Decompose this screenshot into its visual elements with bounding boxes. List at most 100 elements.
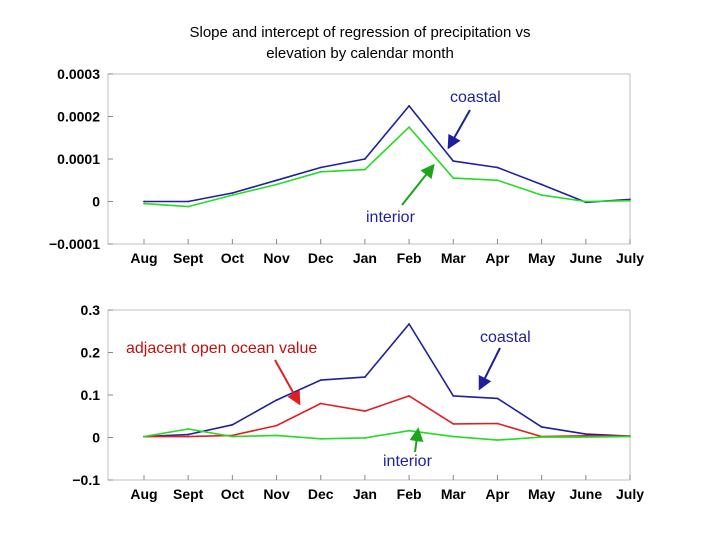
top-series-coastal-point <box>496 166 499 169</box>
top-ytick-label: −0.0001 <box>49 236 100 252</box>
top-xtick-label: May <box>528 250 555 266</box>
bottom-series-interior-point <box>584 436 587 438</box>
bottom-series-interior-point <box>187 428 190 430</box>
bottom-series-interior-point <box>629 435 631 438</box>
bottom-series-adjacent-open-ocean-value-point <box>452 423 455 425</box>
top-xtick-label: Feb <box>397 250 422 266</box>
bottom-series-coastal-point <box>364 376 366 379</box>
bottom-series-interior-point <box>231 435 234 438</box>
bottom-annotation-coastal-label: coastal <box>480 329 531 346</box>
top-xtick-label: Dec <box>308 250 334 266</box>
bottom-series-coastal-line <box>143 323 631 438</box>
chart-title: Slope and intercept of regression of pre… <box>0 22 720 64</box>
top-chart: −0.0001 0 0.0001 0.0002 0.0003 Aug Sept Oct Nov D… <box>49 66 644 266</box>
bottom-series-interior-point <box>275 434 278 437</box>
top-ytick-label: 0.0003 <box>57 66 100 82</box>
bottom-xtick-label: May <box>528 486 555 502</box>
top-series-interior-line <box>143 126 631 208</box>
bottom-series-interior-point <box>452 435 455 438</box>
top-xtick-label: June <box>569 250 602 266</box>
bottom-ytick-label: −0.1 <box>72 472 100 488</box>
bottom-annotation-adjacent-open-ocean-value-label: adjacent open ocean value <box>126 340 317 357</box>
bottom-series-adjacent-open-ocean-value-point <box>187 435 190 438</box>
top-annotation-coastal-arrow <box>447 109 471 150</box>
top-annotation-interior-label: interior <box>366 209 416 226</box>
top-xtick-label: Nov <box>263 250 290 266</box>
bottom-xtick-label: Feb <box>397 486 422 502</box>
bottom-series-coastal-point <box>231 423 234 426</box>
top-xtick-label: Oct <box>221 250 245 266</box>
top-xtick-label: Mar <box>441 250 466 266</box>
bottom-series-coastal-point <box>319 379 322 382</box>
bottom-series-adjacent-open-ocean-value-point <box>408 394 410 397</box>
bottom-xtick-label: Sept <box>173 486 204 502</box>
bottom-xtick-label: Oct <box>221 486 245 502</box>
top-xtick-label: Sept <box>173 250 204 266</box>
bottom-xtick-label: July <box>616 486 644 502</box>
top-series-interior-point <box>143 202 145 205</box>
bottom-xtick-label: Dec <box>308 486 334 502</box>
top-series-interior-point <box>231 194 234 197</box>
bottom-xtick-label: Nov <box>263 486 290 502</box>
top-series-interior-point <box>319 170 322 173</box>
bottom-ytick-label: 0.2 <box>81 345 101 361</box>
bottom-series-interior-point <box>540 436 543 438</box>
bottom-series-interior-point <box>143 435 145 438</box>
bottom-series-coastal-point <box>584 433 587 435</box>
top-series-coastal-point <box>629 198 631 201</box>
bottom-series-interior-point <box>364 437 366 439</box>
bottom-series-adjacent-open-ocean-value-point <box>364 410 366 413</box>
top-xtick-label: Aug <box>130 250 157 266</box>
top-series-coastal-point <box>452 160 455 163</box>
bottom-series-adjacent-open-ocean-value-point <box>275 424 278 427</box>
bottom-xtick-label: Jan <box>353 486 377 502</box>
bottom-series-adjacent-open-ocean-value-point <box>584 434 587 437</box>
bottom-series-coastal-point <box>452 394 455 397</box>
bottom-series-coastal-point <box>275 399 278 401</box>
bottom-xtick-label: Apr <box>485 486 510 502</box>
top-series-interior-point <box>584 200 587 203</box>
bottom-annotation-adjacent-open-ocean-value-arrow <box>274 359 301 406</box>
bottom-ytick-label: 0.3 <box>81 302 101 318</box>
bottom-series-coastal-point <box>408 323 410 325</box>
bottom-chart: −0.1 0 0.1 0.2 0.3 Aug Sept Oct Nov Dec Jan Feb Mar A… <box>72 302 644 502</box>
top-series-interior-point <box>364 168 366 171</box>
top-series-coastal-point <box>143 200 145 203</box>
bottom-annotation-interior-label: interior <box>383 453 433 470</box>
top-series-coastal-point <box>319 166 322 169</box>
bottom-annotation-coastal-arrow <box>478 347 501 391</box>
bottom-xtick-label: June <box>569 486 602 502</box>
bottom-series-adjacent-open-ocean-value-point <box>319 402 322 405</box>
top-series-interior-point <box>496 179 499 182</box>
top-series-coastal-point <box>540 183 543 186</box>
bottom-ytick-label: 0.1 <box>81 387 101 403</box>
top-xtick-label: July <box>616 250 644 266</box>
top-annotation-coastal-label: coastal <box>450 89 501 106</box>
top-xtick-label: Apr <box>485 250 510 266</box>
top-ytick-label: 0 <box>92 194 100 210</box>
bottom-series-interior-point <box>319 437 322 440</box>
bottom-xtick-label: Aug <box>130 486 157 502</box>
bottom-annotation-interior-arrow <box>409 427 424 453</box>
top-series-coastal-point <box>408 104 410 107</box>
chart-title-line-1: Slope and intercept of regression of pre… <box>189 24 531 41</box>
bottom-series-interior-point <box>496 439 499 441</box>
bottom-series-coastal-point <box>496 397 499 400</box>
top-ytick-label: 0.0001 <box>57 151 100 167</box>
top-series-coastal-point <box>275 179 278 182</box>
bottom-ytick-label: 0 <box>92 430 100 446</box>
top-ytick-label: 0.0002 <box>57 109 100 125</box>
top-xtick-label: Jan <box>353 250 377 266</box>
bottom-series-coastal-point <box>187 433 190 436</box>
bottom-series-adjacent-open-ocean-value-line <box>144 395 631 438</box>
bottom-xtick-label: Mar <box>441 486 466 502</box>
bottom-series-interior-point <box>408 429 410 432</box>
top-series-interior-point <box>187 205 190 208</box>
top-series-interior-point <box>540 194 543 197</box>
top-series-interior-point <box>408 126 410 129</box>
top-series-interior-point <box>452 177 455 180</box>
top-series-coastal-line <box>144 105 631 204</box>
chart-title-line-2: elevation by calendar month <box>266 45 454 62</box>
bottom-series-coastal-point <box>540 425 543 428</box>
